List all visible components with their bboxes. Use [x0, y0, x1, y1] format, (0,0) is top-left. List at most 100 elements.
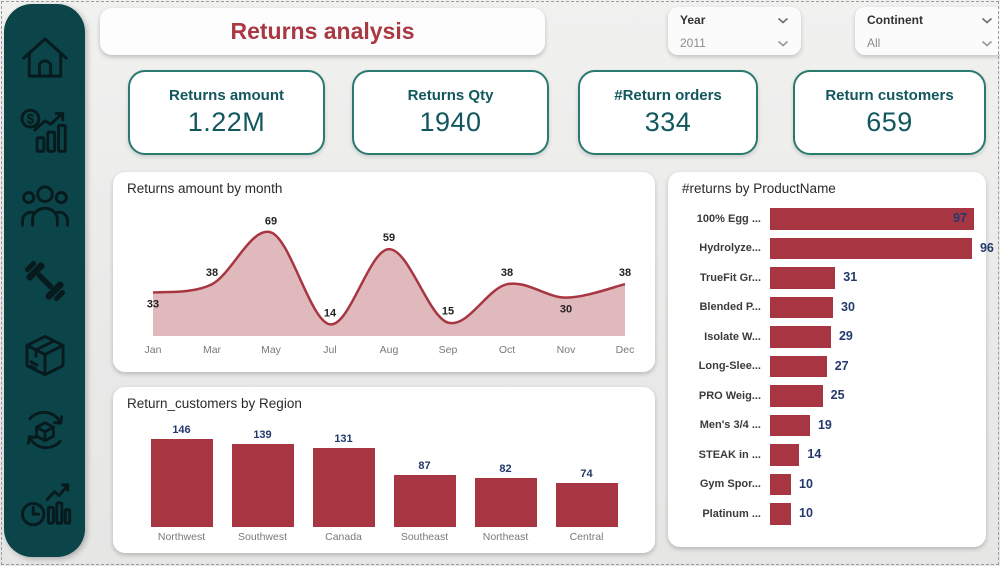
- product-row: Men's 3/4 ... 19: [680, 411, 974, 441]
- bar-value-label: 131: [334, 433, 353, 446]
- year-filter-value[interactable]: 2011: [680, 36, 706, 50]
- bar-value-label: 96: [979, 240, 994, 255]
- region-bar-chart: 146 139 131 87 82 74: [113, 411, 655, 527]
- sidebar-item-customers[interactable]: [15, 176, 75, 236]
- bar-column: 74: [552, 468, 622, 527]
- product-bar[interactable]: [770, 326, 831, 348]
- product-bar[interactable]: [770, 355, 827, 377]
- bar-track: 25: [770, 381, 974, 411]
- region-bar[interactable]: [474, 477, 537, 527]
- sidebar-item-returns[interactable]: [15, 400, 75, 460]
- bar-column: 87: [390, 460, 460, 527]
- chevron-down-icon[interactable]: [777, 40, 789, 47]
- product-label: STEAK in ...: [698, 448, 761, 461]
- kpi-card-return-customers: Return customers 659: [793, 70, 986, 155]
- data-point-label: 69: [265, 215, 277, 227]
- users-icon: [20, 185, 69, 227]
- product-row: 100% Egg ... 97: [680, 204, 974, 234]
- product-bar[interactable]: [770, 237, 972, 259]
- bar-track: 19: [770, 411, 974, 441]
- product-bar[interactable]: [770, 208, 974, 230]
- bar-value-label: 82: [499, 462, 512, 475]
- sidebar-item-sales-finance[interactable]: $: [15, 101, 75, 161]
- product-label: Blended P...: [699, 301, 761, 314]
- bar-value-label: 146: [172, 424, 191, 437]
- product-bar[interactable]: [770, 444, 800, 466]
- sidebar-item-fitness[interactable]: [15, 251, 75, 311]
- continent-filter-value[interactable]: All: [867, 36, 881, 50]
- coin-chart-icon: $: [19, 108, 67, 153]
- kpi-value: 1.22M: [187, 107, 266, 137]
- category-label: Northeast: [482, 531, 529, 543]
- data-point-label: 38: [619, 267, 631, 279]
- kpi-value: 334: [644, 107, 692, 137]
- kpi-card-returns-amount: Returns amount 1.22M: [128, 70, 325, 155]
- year-filter-dropdown[interactable]: Year 2011: [668, 7, 801, 55]
- x-axis-tick-label: Jan: [145, 344, 162, 356]
- sidebar-item-package[interactable]: [15, 325, 75, 385]
- product-row: Isolate W... 29: [680, 322, 974, 352]
- product-row: Gym Spor... 10: [680, 470, 974, 500]
- bar-value-label: 27: [834, 358, 849, 373]
- region-bar[interactable]: [393, 474, 456, 527]
- returns-by-month-chart-card: Returns amount by month 33 Jan 38 Mar 69 May 1…: [113, 172, 655, 372]
- product-bar[interactable]: [770, 503, 791, 525]
- x-axis-tick-label: Nov: [557, 344, 576, 356]
- product-bar[interactable]: [770, 414, 810, 436]
- region-bar[interactable]: [312, 448, 375, 527]
- dumbbell-icon: [24, 260, 65, 301]
- bar-column: 131: [309, 433, 379, 527]
- product-row: Platinum ... 10: [680, 499, 974, 529]
- product-label: Long-Slee...: [698, 360, 761, 373]
- category-label: Southwest: [237, 531, 288, 543]
- product-row: PRO Weig... 25: [680, 381, 974, 411]
- bar-column: 146: [147, 424, 217, 527]
- region-bar[interactable]: [555, 482, 618, 527]
- bar-track: 31: [770, 263, 974, 293]
- bar-track: 14: [770, 440, 974, 470]
- bar-column: 139: [228, 429, 298, 527]
- kpi-label: #Return orders: [614, 87, 722, 104]
- area-line[interactable]: [152, 230, 626, 326]
- home-icon: [21, 37, 68, 78]
- box-return-cycle-icon: [26, 410, 63, 449]
- area-fill[interactable]: [153, 231, 625, 336]
- kpi-label: Return customers: [825, 87, 954, 104]
- kpi-card-returns-qty: Returns Qty 1940: [352, 70, 549, 155]
- category-label: Central: [569, 531, 604, 543]
- data-point-label: 15: [442, 306, 454, 318]
- bar-value-label: 74: [580, 467, 593, 480]
- chevron-down-icon[interactable]: [981, 17, 993, 24]
- region-bar[interactable]: [150, 439, 213, 527]
- region-bar[interactable]: [231, 443, 294, 527]
- x-axis-tick-label: Sep: [439, 344, 458, 356]
- bar-value-label: 97: [953, 211, 967, 225]
- chevron-down-icon[interactable]: [981, 40, 993, 47]
- product-bar-chart: 100% Egg ... 97 Hydrolyze... 96 TrueFit Gr..…: [668, 196, 994, 529]
- kpi-label: Returns amount: [168, 87, 284, 104]
- area-chart[interactable]: 33 Jan 38 Mar 69 May 14 Jul 59 Aug 15 Sep 38 Oct 30 Nov…: [127, 198, 641, 366]
- page-title: Returns analysis: [230, 18, 415, 44]
- bar-track: 10: [770, 499, 974, 529]
- bar-track: 30: [770, 293, 974, 323]
- kpi-label: Returns Qty: [407, 87, 494, 104]
- continent-filter-dropdown[interactable]: Continent All: [855, 7, 1000, 55]
- sidebar-item-history-stats[interactable]: [15, 474, 75, 534]
- product-bar[interactable]: [770, 385, 823, 407]
- clock-chart-icon: [20, 483, 71, 527]
- product-bar[interactable]: [770, 473, 791, 495]
- data-point-label: 38: [501, 267, 513, 279]
- product-label: Gym Spor...: [699, 478, 761, 491]
- product-bar[interactable]: [770, 267, 836, 289]
- bar-value-label: 10: [799, 476, 813, 491]
- chart-title: Returns amount by month: [127, 181, 283, 196]
- product-bar[interactable]: [770, 296, 834, 318]
- sidebar-item-home[interactable]: [15, 27, 75, 87]
- bar-value-label: 139: [253, 428, 272, 441]
- package-box-icon: [25, 335, 64, 377]
- chevron-down-icon[interactable]: [777, 17, 789, 24]
- bar-track: 96: [770, 234, 994, 264]
- data-point-label: 30: [560, 304, 572, 316]
- bar-value-label: 14: [807, 447, 822, 461]
